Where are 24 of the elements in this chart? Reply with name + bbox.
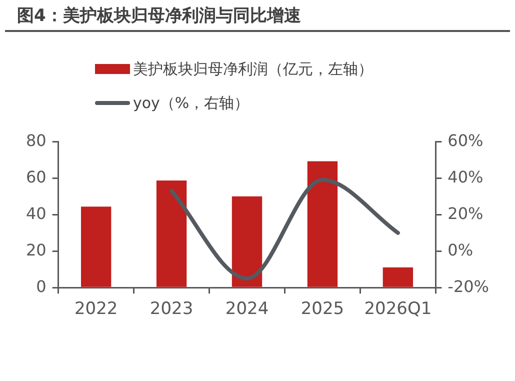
y2-tick-label: 0% [448, 240, 474, 260]
bar [382, 267, 414, 287]
x-tick-label: 2023 [150, 299, 194, 320]
x-tick-label: 2024 [225, 299, 269, 320]
x-tick-label: 2026Q1 [364, 299, 432, 320]
line-series [170, 178, 400, 280]
y2-tick-label: 60% [448, 130, 484, 150]
y2-tick-label: 40% [448, 167, 484, 186]
y-tick-label: 80 [26, 130, 46, 150]
y-tick-label: 0 [36, 276, 46, 296]
y-tick-label: 40 [26, 204, 46, 223]
legend-label: yoy（%，右轴） [133, 94, 250, 112]
bar [232, 196, 262, 287]
legend-label: 美护板块归母净利润（亿元，左轴） [133, 60, 373, 78]
bar [307, 161, 338, 287]
y2-tick-label: 20% [448, 204, 484, 223]
x-tick-label: 2022 [74, 299, 118, 320]
chart-title: 图4：美护板块归母净利润与同比增速 [5, 4, 510, 32]
x-tick-label: 2025 [300, 299, 344, 320]
bar [156, 180, 187, 287]
y-tick-label: 60 [26, 167, 46, 186]
y-tick-label: 20 [26, 240, 46, 260]
y2-tick-label: -20% [448, 276, 490, 296]
bar [81, 206, 112, 287]
